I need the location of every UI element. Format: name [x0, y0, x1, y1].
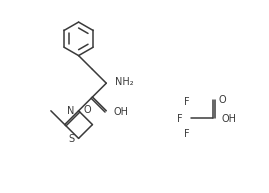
Text: NH₂: NH₂ — [115, 77, 134, 87]
Text: F: F — [177, 114, 182, 124]
Text: OH: OH — [113, 107, 128, 117]
Text: F: F — [184, 129, 189, 139]
Text: O: O — [218, 95, 226, 105]
Text: F: F — [184, 97, 189, 107]
Text: S: S — [69, 134, 75, 144]
Text: OH: OH — [221, 114, 236, 124]
Text: N: N — [67, 106, 75, 116]
Text: O: O — [84, 105, 91, 115]
